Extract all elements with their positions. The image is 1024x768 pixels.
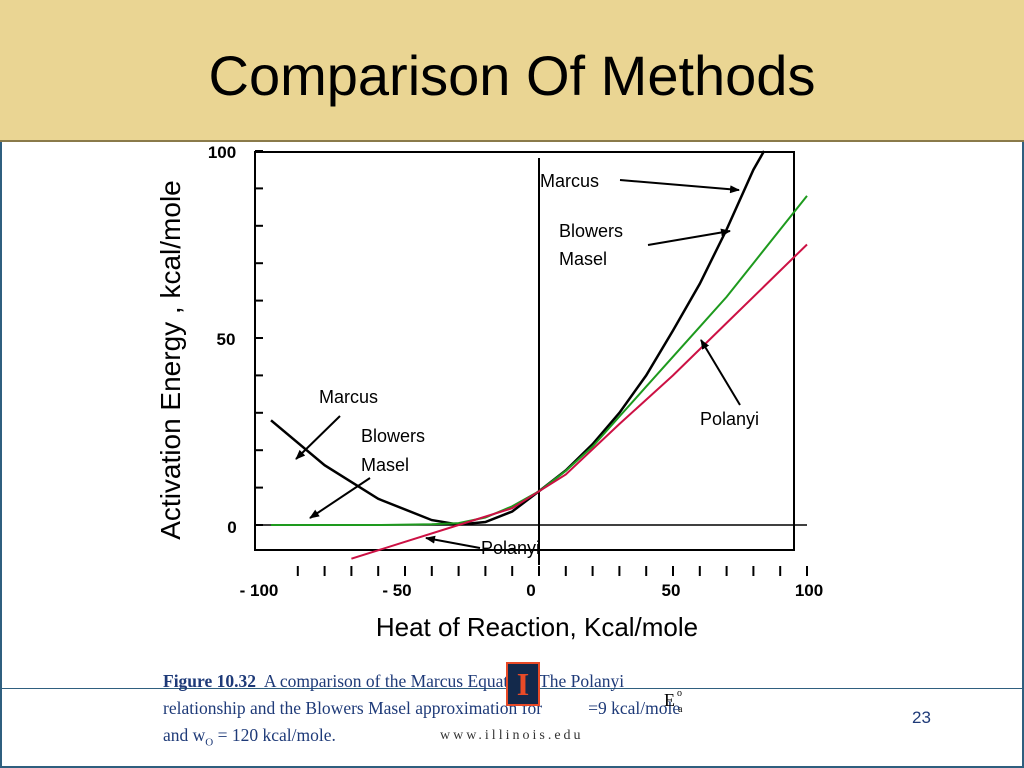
y-tick-label-100: 100 — [208, 143, 236, 162]
series-line-blowers-masel — [271, 195, 808, 526]
caption-line-1-text: A comparison of the Marcus Equation, The… — [263, 671, 625, 691]
caption-line-2: relationship and the Blowers Masel appro… — [163, 695, 843, 722]
annotation-marcus-upper: Marcus — [540, 171, 599, 191]
caption-line-3-text-b: = 120 kcal/mole. — [217, 725, 336, 745]
annotation-masel-upper: Masel — [559, 249, 607, 269]
caption-figure-label: Figure 10.32 — [163, 671, 257, 691]
annotation-arrow-marcus-lower — [295, 415, 341, 460]
caption-line-3-sub: O — [205, 736, 214, 749]
logo-letter: I — [516, 666, 530, 702]
annotation-marcus-lower: Marcus — [319, 387, 378, 407]
caption-line-1: Figure 10.32 A comparison of the Marcus … — [163, 668, 843, 695]
x-tick-label-neg50: - 50 — [382, 581, 411, 600]
annotation-blowers-lower: Blowers — [361, 426, 425, 446]
symbol-superscript: o — [677, 688, 682, 699]
x-minor-ticks — [296, 566, 808, 576]
title-bar: Comparison Of Methods — [0, 0, 1024, 142]
slide-frame — [0, 142, 1024, 768]
annotation-arrow-blowers-masel-upper — [647, 228, 731, 246]
illinois-logo: I — [506, 662, 540, 706]
y-minor-ticks — [255, 150, 263, 526]
x-axis-title: Heat of Reaction, Kcal/mole — [376, 612, 698, 642]
slide-number: 23 — [912, 708, 931, 727]
caption-line-2-text-b: =9 kcal/mole — [588, 698, 681, 718]
y-axis-title: Activation Energy , kcal/mole — [155, 180, 186, 540]
footer-url: www.illinois.edu — [440, 728, 584, 743]
annotation-arrow-polanyi-right — [700, 339, 741, 406]
annotation-polanyi-lower: Polanyi — [481, 538, 540, 558]
caption-line-3-text-a: and w — [163, 725, 206, 745]
symbol-subscript: a — [678, 704, 683, 715]
annotation-masel-lower: Masel — [361, 455, 409, 475]
series-line-polanyi — [351, 243, 808, 560]
y-tick-label-50: 50 — [217, 330, 236, 349]
plot-frame — [254, 151, 795, 551]
x-tick-label-0: 0 — [526, 581, 535, 600]
slide-title: Comparison Of Methods — [208, 44, 816, 107]
annotation-arrow-polanyi-lower — [425, 535, 481, 549]
x-tick-label-neg100: - 100 — [240, 581, 279, 600]
x-tick-label-100: 100 — [795, 581, 823, 600]
annotation-blowers-upper: Blowers — [559, 221, 623, 241]
caption-line-3: and wO = 120 kcal/mole. — [163, 722, 843, 757]
symbol-e: E — [664, 690, 675, 710]
annotation-polanyi-right: Polanyi — [700, 409, 759, 429]
annotation-arrow-blowers-masel-lower — [309, 477, 371, 519]
caption-line-2-text-a: relationship and the Blowers Masel appro… — [163, 698, 543, 718]
chart: 100 50 0 - 100 - 50 0 50 100 Heat of Rea… — [155, 143, 823, 642]
annotation-arrow-marcus-upper — [619, 179, 740, 194]
x-tick-label-50: 50 — [662, 581, 681, 600]
y-tick-label-0: 0 — [227, 518, 236, 537]
